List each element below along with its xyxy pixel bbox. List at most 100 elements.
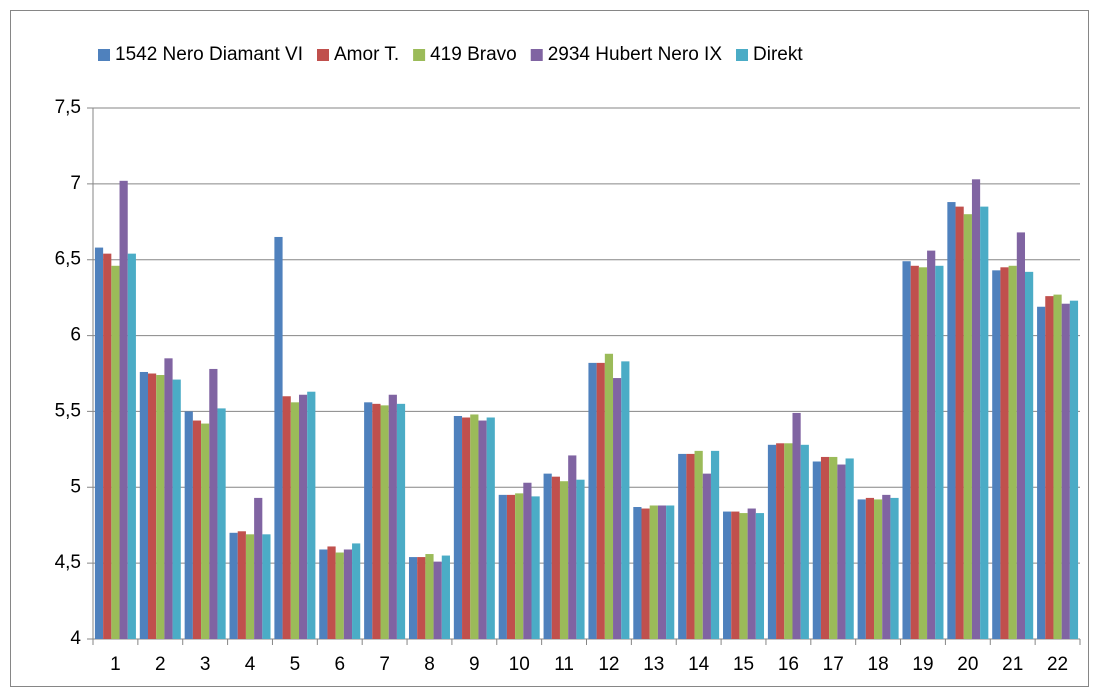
- legend-swatch: [413, 49, 426, 61]
- bar: [201, 423, 210, 639]
- bar: [739, 513, 748, 639]
- bar: [1069, 300, 1079, 639]
- y-tick-label: 5,5: [55, 400, 81, 421]
- bar: [576, 479, 585, 639]
- y-tick-label: 4: [70, 628, 81, 649]
- bar: [352, 543, 361, 639]
- x-tick-label: 17: [823, 654, 844, 675]
- bar: [641, 508, 650, 639]
- x-tick-label: 11: [554, 654, 574, 675]
- bar: [1025, 271, 1034, 639]
- bar: [800, 444, 809, 639]
- bar: [531, 496, 540, 639]
- bar: [890, 497, 899, 639]
- bar: [776, 443, 785, 639]
- bar: [254, 497, 263, 639]
- bar: [947, 202, 956, 639]
- bar: [927, 250, 936, 639]
- legend-label: 419 Bravo: [430, 44, 517, 65]
- x-tick-label: 3: [200, 654, 211, 675]
- bar: [1061, 303, 1070, 639]
- bar: [559, 481, 569, 639]
- bar: [865, 497, 875, 639]
- bar: [343, 549, 353, 639]
- bar: [568, 455, 577, 639]
- bar: [172, 379, 181, 639]
- bar: [408, 557, 418, 639]
- bar: [918, 267, 928, 639]
- bar: [396, 403, 406, 639]
- bar: [209, 368, 218, 639]
- bar: [747, 508, 756, 639]
- bar: [417, 557, 426, 639]
- x-tick-label: 15: [733, 654, 754, 675]
- legend-label: Amor T.: [334, 44, 399, 65]
- bar: [111, 265, 120, 639]
- bar: [596, 362, 605, 639]
- bar: [882, 494, 891, 639]
- x-tick-label: 2: [155, 654, 166, 675]
- x-tick-label: 12: [598, 654, 619, 675]
- bar: [649, 505, 658, 639]
- bar: [245, 534, 255, 639]
- bar: [1037, 306, 1046, 639]
- bar: [147, 373, 157, 639]
- x-tick-label: 19: [912, 654, 933, 675]
- bar: [441, 555, 450, 639]
- bar: [845, 458, 854, 639]
- bar: [902, 261, 911, 639]
- bar: [543, 473, 552, 639]
- bar: [857, 499, 866, 639]
- y-tick-label: 6,5: [55, 249, 81, 270]
- bar: [812, 461, 821, 639]
- x-tick-label: 9: [469, 654, 480, 675]
- bar: [217, 408, 226, 639]
- bar: [820, 456, 830, 639]
- x-tick-label: 14: [688, 654, 710, 675]
- bar: [971, 179, 981, 639]
- legend-label: 1542 Nero Diamant VI: [115, 44, 303, 65]
- bar: [290, 402, 299, 639]
- legend-swatch: [530, 49, 543, 61]
- bar: [380, 405, 389, 639]
- bar: [327, 546, 336, 639]
- bar: [506, 494, 516, 639]
- bar: [388, 394, 397, 639]
- x-tick-label: 5: [290, 654, 301, 675]
- y-tick-label: 7: [70, 173, 81, 194]
- bar: [702, 473, 711, 639]
- legend-swatch: [736, 49, 748, 61]
- bar: [910, 265, 919, 639]
- bar: [874, 499, 883, 639]
- bar: [980, 206, 989, 639]
- bar: [274, 236, 283, 639]
- bar: [792, 412, 801, 639]
- x-tick-label: 4: [245, 654, 256, 675]
- bar: [784, 443, 793, 639]
- y-tick-label: 4,5: [55, 552, 81, 573]
- x-tick-label: 6: [334, 654, 345, 675]
- bar: [515, 493, 524, 639]
- bar: [470, 414, 479, 639]
- bar: [372, 403, 381, 639]
- bar: [992, 270, 1001, 639]
- bar: [694, 450, 703, 639]
- y-tick-label: 5: [70, 476, 81, 497]
- bar: [498, 494, 507, 639]
- bar: [686, 453, 695, 639]
- x-tick-label: 7: [379, 654, 390, 675]
- bar: [453, 415, 463, 639]
- bar: [364, 402, 373, 639]
- bar: [282, 396, 291, 639]
- legend-label: Direkt: [753, 44, 803, 65]
- bar: [829, 456, 838, 639]
- bar: [486, 417, 495, 639]
- bar: [678, 453, 687, 639]
- bar: [192, 420, 202, 639]
- bar: [94, 247, 104, 639]
- bar: [1008, 265, 1017, 639]
- bar: [731, 511, 740, 639]
- bar: [335, 552, 344, 639]
